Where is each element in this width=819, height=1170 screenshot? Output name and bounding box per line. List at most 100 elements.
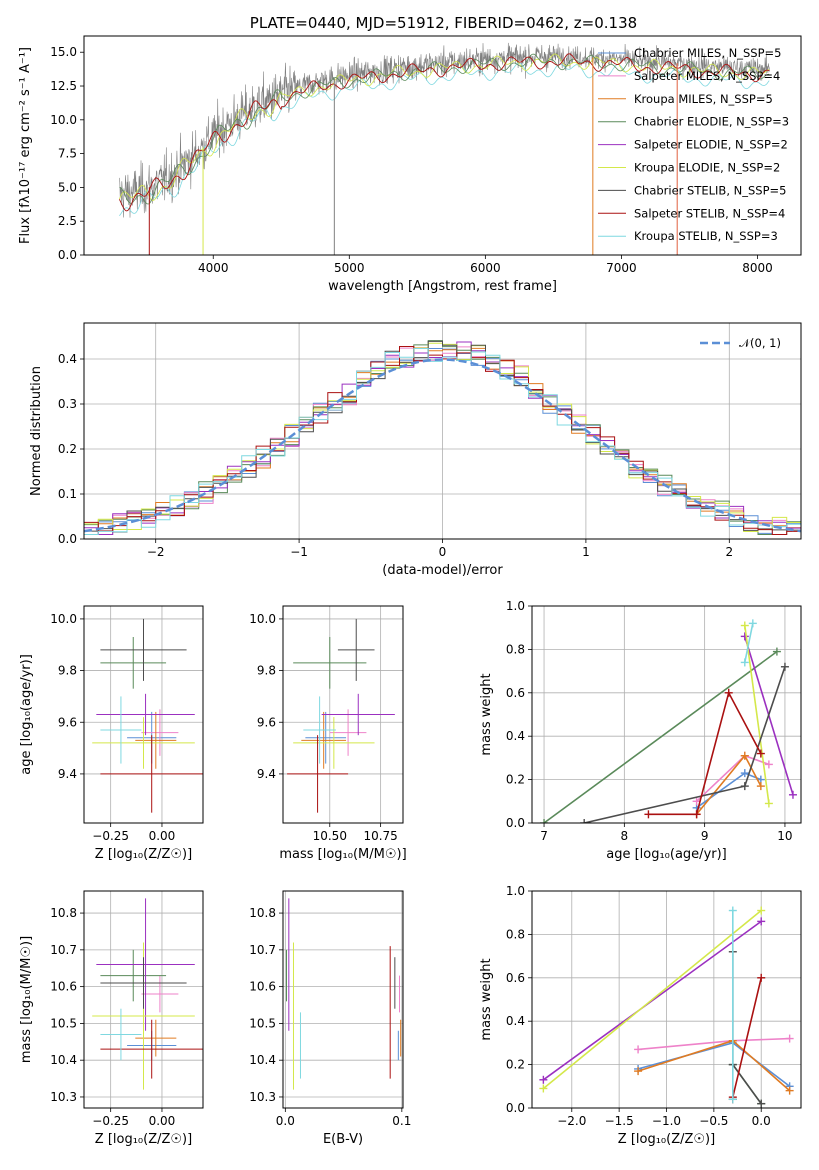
- weight-marker-chabrier_stelib: [757, 1099, 766, 1108]
- x-tick-label: −0.25: [92, 829, 129, 843]
- histogram-kroupa_miles: [84, 347, 801, 535]
- x-tick-label: 0.00: [149, 829, 176, 843]
- errorbar-point-salpeter_miles: [329, 709, 367, 756]
- y-tick-label: 10.5: [50, 1016, 77, 1030]
- axes-frame: [83, 605, 204, 824]
- weight-marker-salpeter_elodie: [539, 1075, 548, 1084]
- legend: Chabrier MILES, N_SSP=5 Salpeter MILES, N…: [598, 46, 789, 243]
- x-axis-label: Z [log₁₀(Z/Z☉)]: [618, 1132, 715, 1147]
- y-tick-label: 9.8: [257, 664, 276, 678]
- y-tick-label: 0.1: [58, 487, 77, 501]
- y-tick-label: 10.6: [249, 980, 276, 994]
- weight-marker-salpeter_stelib: [757, 973, 766, 982]
- y-tick-label: 9.4: [58, 767, 77, 781]
- weight-line-salpeter_elodie: [542, 920, 762, 1081]
- legend-label: 𝒩(0, 1): [739, 336, 781, 350]
- legend-label: Chabrier MILES, N_SSP=5: [634, 46, 781, 60]
- mass_vs_ebv-grid: [283, 891, 403, 1108]
- y-tick-label: 9.6: [257, 715, 276, 729]
- weight-line-salpeter_stelib: [732, 977, 762, 1100]
- y-tick-label: 12.5: [50, 79, 77, 93]
- x-tick-label: 1: [582, 545, 590, 559]
- weight-marker-salpeter_elodie: [740, 632, 749, 641]
- weight-marker-salpeter_stelib: [692, 810, 701, 819]
- x-tick-label: 7: [540, 829, 548, 843]
- x-tick-label: 6000: [470, 261, 501, 275]
- legend-label: Salpeter STELIB, N_SSP=4: [634, 206, 785, 220]
- errorbar-point-chabrier_miles: [305, 711, 347, 764]
- errorbar-point-kroupa_stelib: [100, 696, 142, 764]
- histogram-chabrier_stelib: [84, 340, 801, 533]
- x-tick-label: −0.5: [699, 1114, 728, 1128]
- y-tick-label: 0.2: [58, 442, 77, 456]
- model-spectrum-salpeter_stelib: [118, 53, 770, 212]
- errorbar-point-salpeter_elodie: [96, 693, 195, 736]
- y-tick-label: 10.5: [249, 1016, 276, 1030]
- y-tick-label: 5.0: [58, 180, 77, 194]
- x-axis-label: E(B-V): [323, 1132, 363, 1147]
- y-tick-label: 0.0: [506, 816, 525, 830]
- y-tick-label: 10.0: [50, 612, 77, 626]
- weight_vs_Z-panel: −2.0 −1.5 −1.0 −0.5 0.0 0.0 0.2 0.4 0.6 0.8 1.0 Z […: [479, 884, 802, 1147]
- residuals-plot: [84, 340, 801, 535]
- x-tick-label: 10.75: [363, 829, 397, 843]
- weight_vs_Z-plot: [539, 906, 794, 1108]
- weight-line-kroupa_elodie: [744, 625, 770, 804]
- errorbar-point-kroupa_elodie: [92, 717, 195, 769]
- errorbar-point-chabrier_stelib: [100, 618, 187, 681]
- axes-frame: [83, 890, 204, 1109]
- axes-frame: [83, 35, 802, 256]
- y-tick-label: 9.4: [257, 767, 276, 781]
- y-axis-label: Flux [fλ10⁻¹⁷ erg cm⁻² s⁻¹ A⁻¹]: [18, 47, 33, 244]
- errorbar-point-chabrier_elodie: [293, 637, 367, 689]
- residuals-panel: −2 −1 0 1 2 0.0 0.1 0.2 0.3 0.4 (data-model)/error…: [29, 322, 802, 578]
- axes-frame: [282, 890, 404, 1109]
- errorbar-point-chabrier_stelib: [337, 618, 375, 681]
- x-tick-label: 5000: [334, 261, 365, 275]
- weight-marker-kroupa_elodie: [740, 621, 749, 630]
- errorbar-point-kroupa_miles: [301, 711, 347, 769]
- weight-marker-chabrier_elodie: [540, 819, 549, 823]
- model-spectrum-chabrier_elodie: [119, 53, 770, 205]
- errorbar-point-chabrier_elodie: [100, 637, 167, 689]
- mass_vs_Z-panel: −0.25 0.00 10.3 10.4 10.5 10.6 10.7 10.8 Z [log₁…: [19, 890, 204, 1147]
- y-tick-label: 10.7: [50, 943, 77, 957]
- axes-frame: [83, 322, 802, 540]
- weight_vs_age-grid: [532, 605, 801, 824]
- chart-title: PLATE=0440, MJD=51912, FIBERID=0462, z=0…: [250, 14, 637, 32]
- errorbar-point-chabrier_elodie: [100, 949, 167, 1002]
- x-tick-label: −2: [147, 545, 165, 559]
- errorbar-point-salpeter_miles: [141, 709, 179, 756]
- mass_vs_ebv-plot: [285, 898, 402, 1090]
- weight-marker-salpeter_miles: [634, 1045, 643, 1054]
- weight-marker-kroupa_miles: [785, 1086, 794, 1095]
- errorbar-point-kroupa_elodie: [293, 717, 375, 769]
- y-tick-label: 9.6: [58, 715, 77, 729]
- y-tick-label: 10.0: [50, 113, 77, 127]
- y-tick-label: 1.0: [506, 599, 525, 613]
- axes-frame: [531, 605, 802, 824]
- spectrum-panel: 4000 5000 6000 7000 8000 0.0 2.5 5.0 7.5 10.0 12.5…: [18, 14, 802, 294]
- weight-marker-kroupa_miles: [740, 751, 749, 760]
- y-tick-label: 7.5: [58, 147, 77, 161]
- age_vs_Z-plot: [92, 618, 203, 813]
- y-tick-label: 10.0: [249, 612, 276, 626]
- weight-marker-salpeter_stelib: [756, 749, 765, 758]
- errorbar-point-salpeter_elodie: [96, 898, 195, 1031]
- y-tick-label: 9.8: [58, 664, 77, 678]
- y-tick-label: 0.0: [58, 248, 77, 262]
- legend-label: Chabrier STELIB, N_SSP=5: [634, 183, 786, 197]
- y-tick-label: 0.2: [506, 1058, 525, 1072]
- y-axis-label: mass weight: [479, 958, 494, 1040]
- weight-line-salpeter_stelib: [648, 690, 762, 816]
- x-tick-label: −1: [290, 545, 308, 559]
- y-tick-label: 0.6: [506, 686, 525, 700]
- y-tick-label: 0.8: [506, 927, 525, 941]
- y-tick-label: 10.3: [249, 1090, 276, 1104]
- weight-marker-kroupa_elodie: [764, 799, 773, 808]
- legend-label: Salpeter MILES, N_SSP=4: [634, 69, 780, 83]
- mass_vs_ebv-panel: 0.0 0.1 10.3 10.4 10.5 10.6 10.7 10.8 E(B-V): [249, 890, 411, 1147]
- weight-marker-kroupa_miles: [756, 782, 765, 791]
- errorbar-point-chabrier_stelib: [100, 957, 187, 1009]
- age_vs_mass-plot: [287, 618, 395, 813]
